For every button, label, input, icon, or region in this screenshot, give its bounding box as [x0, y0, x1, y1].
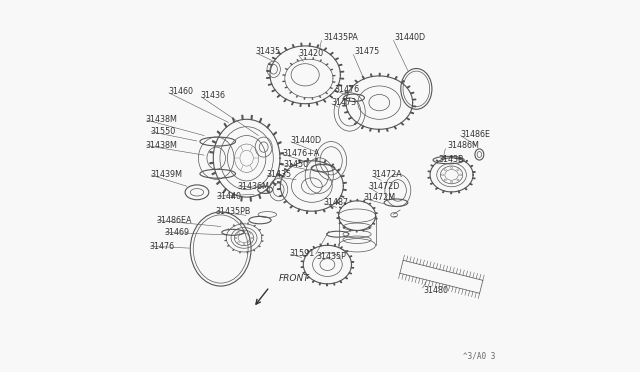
Text: 31440D: 31440D: [291, 136, 321, 145]
Text: 31476: 31476: [150, 241, 175, 250]
Text: 31473: 31473: [331, 98, 356, 107]
Text: 31550: 31550: [150, 126, 175, 136]
Text: ^3/A0 3: ^3/A0 3: [463, 352, 495, 361]
Text: 31472M: 31472M: [364, 193, 396, 202]
Text: 31435PA: 31435PA: [324, 33, 358, 42]
Text: 31435: 31435: [256, 47, 281, 56]
Text: 31487: 31487: [324, 198, 349, 207]
Text: 31450: 31450: [284, 160, 309, 169]
Text: 31469: 31469: [164, 228, 189, 237]
Text: 31436M: 31436M: [237, 182, 269, 190]
Text: 31591: 31591: [290, 249, 315, 258]
Text: 31460: 31460: [168, 87, 193, 96]
Text: 31435PB: 31435PB: [216, 207, 251, 216]
Text: 31439M: 31439M: [150, 170, 182, 179]
Text: 31486M: 31486M: [448, 141, 480, 151]
Text: 31440D: 31440D: [394, 33, 425, 42]
Text: 31472D: 31472D: [368, 182, 399, 190]
Text: 31440: 31440: [216, 192, 241, 201]
Text: 31420: 31420: [299, 49, 324, 58]
Text: 31472A: 31472A: [372, 170, 403, 179]
Text: 3143B: 3143B: [438, 155, 464, 164]
Text: 31476: 31476: [335, 85, 360, 94]
Text: 31486EA: 31486EA: [156, 216, 192, 225]
Text: 31436: 31436: [201, 91, 226, 100]
Text: FRONT: FRONT: [278, 274, 309, 283]
Text: 31486E: 31486E: [460, 129, 490, 139]
Text: 31475: 31475: [354, 47, 380, 56]
Text: 31435: 31435: [266, 170, 291, 179]
Text: 31476+A: 31476+A: [282, 149, 319, 158]
Text: 31438M: 31438M: [146, 141, 178, 150]
Text: 31480: 31480: [423, 286, 448, 295]
Text: 31435P: 31435P: [316, 252, 346, 261]
Text: 31438M: 31438M: [146, 115, 178, 124]
